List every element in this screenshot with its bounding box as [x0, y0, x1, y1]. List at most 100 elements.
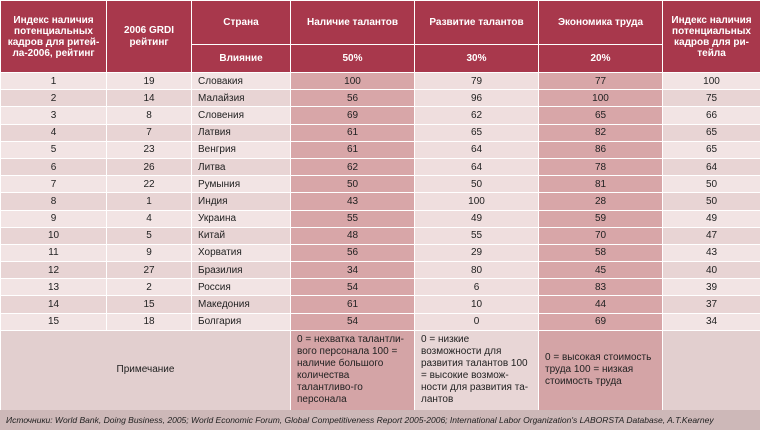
cell-rank: 14 [0, 295, 107, 314]
cell-country: Бразилия [191, 261, 291, 280]
cell-grdi: 26 [106, 157, 192, 177]
cell-rank: 4 [0, 123, 107, 142]
cell-talent: 100 [290, 71, 415, 91]
cell-index: 49 [662, 209, 760, 228]
cell-index: 50 [662, 192, 760, 211]
cell-country: Хорватия [191, 243, 291, 263]
cell-rank: 1 [0, 71, 107, 91]
cell-economy: 77 [538, 71, 663, 91]
cell-index: 65 [662, 140, 760, 159]
table-row: 15 18 Болгария 54 0 69 34 [0, 312, 760, 331]
cell-economy: 44 [538, 295, 663, 314]
cell-economy: 45 [538, 261, 663, 280]
cell-economy: 69 [538, 312, 663, 331]
note-development-text: 0 = низкие возможности для развития тала… [421, 334, 529, 406]
table-row: 3 8 Словения 69 62 65 66 [0, 106, 760, 125]
note-empty [662, 329, 760, 411]
table-row: 2 14 Малайзия 56 96 100 75 [0, 89, 760, 108]
header-rank: Индекс наличия потенциальных кадров для … [0, 0, 107, 73]
cell-development: 62 [414, 106, 539, 125]
cell-grdi: 15 [106, 295, 192, 314]
table-row: 12 27 Бразилия 34 80 45 40 [0, 261, 760, 280]
cell-economy: 83 [538, 278, 663, 297]
cell-index: 47 [662, 226, 760, 245]
cell-economy: 86 [538, 140, 663, 159]
cell-development: 6 [414, 278, 539, 297]
header-talent: Наличие талантов [290, 0, 415, 45]
cell-grdi: 7 [106, 123, 192, 142]
cell-economy: 81 [538, 175, 663, 194]
cell-index: 37 [662, 295, 760, 314]
weight-development: 30% [414, 44, 539, 73]
cell-development: 50 [414, 175, 539, 194]
table-row: 4 7 Латвия 61 65 82 65 [0, 123, 760, 142]
cell-rank: 7 [0, 175, 107, 194]
cell-country: Литва [191, 157, 291, 177]
cell-talent: 56 [290, 89, 415, 108]
table-body: 1 19 Словакия 100 79 77 100 2 14 Малайзия 56 96 100 7… [0, 71, 760, 331]
header-economy: Экономика труда [538, 0, 663, 45]
cell-development: 10 [414, 295, 539, 314]
cell-development: 79 [414, 71, 539, 91]
cell-economy: 28 [538, 192, 663, 211]
table-row: 9 4 Украина 55 49 59 49 [0, 209, 760, 228]
cell-rank: 3 [0, 106, 107, 125]
cell-economy: 59 [538, 209, 663, 228]
cell-grdi: 19 [106, 71, 192, 91]
cell-development: 96 [414, 89, 539, 108]
cell-economy: 65 [538, 106, 663, 125]
cell-development: 64 [414, 157, 539, 177]
cell-rank: 8 [0, 192, 107, 211]
header-country: Страна [191, 0, 291, 45]
cell-development: 100 [414, 192, 539, 211]
table-row: 1 19 Словакия 100 79 77 100 [0, 71, 760, 91]
cell-development: 29 [414, 243, 539, 263]
cell-rank: 11 [0, 243, 107, 263]
cell-grdi: 1 [106, 192, 192, 211]
cell-grdi: 9 [106, 243, 192, 263]
cell-talent: 50 [290, 175, 415, 194]
header-grdi: 2006 GRDI рейтинг [106, 0, 192, 73]
header-influence: Влияние [191, 44, 291, 73]
table-row: 5 23 Венгрия 61 64 86 65 [0, 140, 760, 159]
rating-table: Индекс наличия потенциальных кадров для … [0, 0, 760, 411]
cell-index: 75 [662, 89, 760, 108]
cell-talent: 55 [290, 209, 415, 228]
cell-talent: 54 [290, 312, 415, 331]
cell-index: 40 [662, 261, 760, 280]
cell-index: 66 [662, 106, 760, 125]
note-development: 0 = низкие возможности для развития тала… [414, 329, 539, 411]
cell-rank: 10 [0, 226, 107, 245]
cell-economy: 100 [538, 89, 663, 108]
header-development: Развитие талантов [414, 0, 539, 45]
cell-index: 39 [662, 278, 760, 297]
cell-talent: 34 [290, 261, 415, 280]
cell-country: Индия [191, 192, 291, 211]
table-row: 6 26 Литва 62 64 78 64 [0, 157, 760, 177]
cell-index: 64 [662, 157, 760, 177]
cell-index: 65 [662, 123, 760, 142]
cell-grdi: 18 [106, 312, 192, 331]
cell-economy: 70 [538, 226, 663, 245]
table-row: 14 15 Македония 61 10 44 37 [0, 295, 760, 314]
note-talent-text: 0 = нехватка талантли-вого персонала 100… [297, 334, 404, 406]
cell-country: Венгрия [191, 140, 291, 159]
weight-economy: 20% [538, 44, 663, 73]
note-economy: 0 = высокая стоимость труда 100 = низкая… [538, 329, 663, 411]
cell-talent: 62 [290, 157, 415, 177]
cell-development: 64 [414, 140, 539, 159]
cell-grdi: 27 [106, 261, 192, 280]
cell-country: Словения [191, 106, 291, 125]
note-label: Примечание [0, 329, 291, 411]
source-note: Источники: World Bank, Doing Business, 2… [0, 410, 760, 430]
cell-development: 55 [414, 226, 539, 245]
note-row: Примечание 0 = нехватка талантли-вого пе… [0, 329, 760, 411]
cell-country: Малайзия [191, 89, 291, 108]
cell-development: 65 [414, 123, 539, 142]
table-row: 10 5 Китай 48 55 70 47 [0, 226, 760, 245]
cell-index: 100 [662, 71, 760, 91]
cell-economy: 78 [538, 157, 663, 177]
cell-country: Словакия [191, 71, 291, 91]
table-row: 8 1 Индия 43 100 28 50 [0, 192, 760, 211]
